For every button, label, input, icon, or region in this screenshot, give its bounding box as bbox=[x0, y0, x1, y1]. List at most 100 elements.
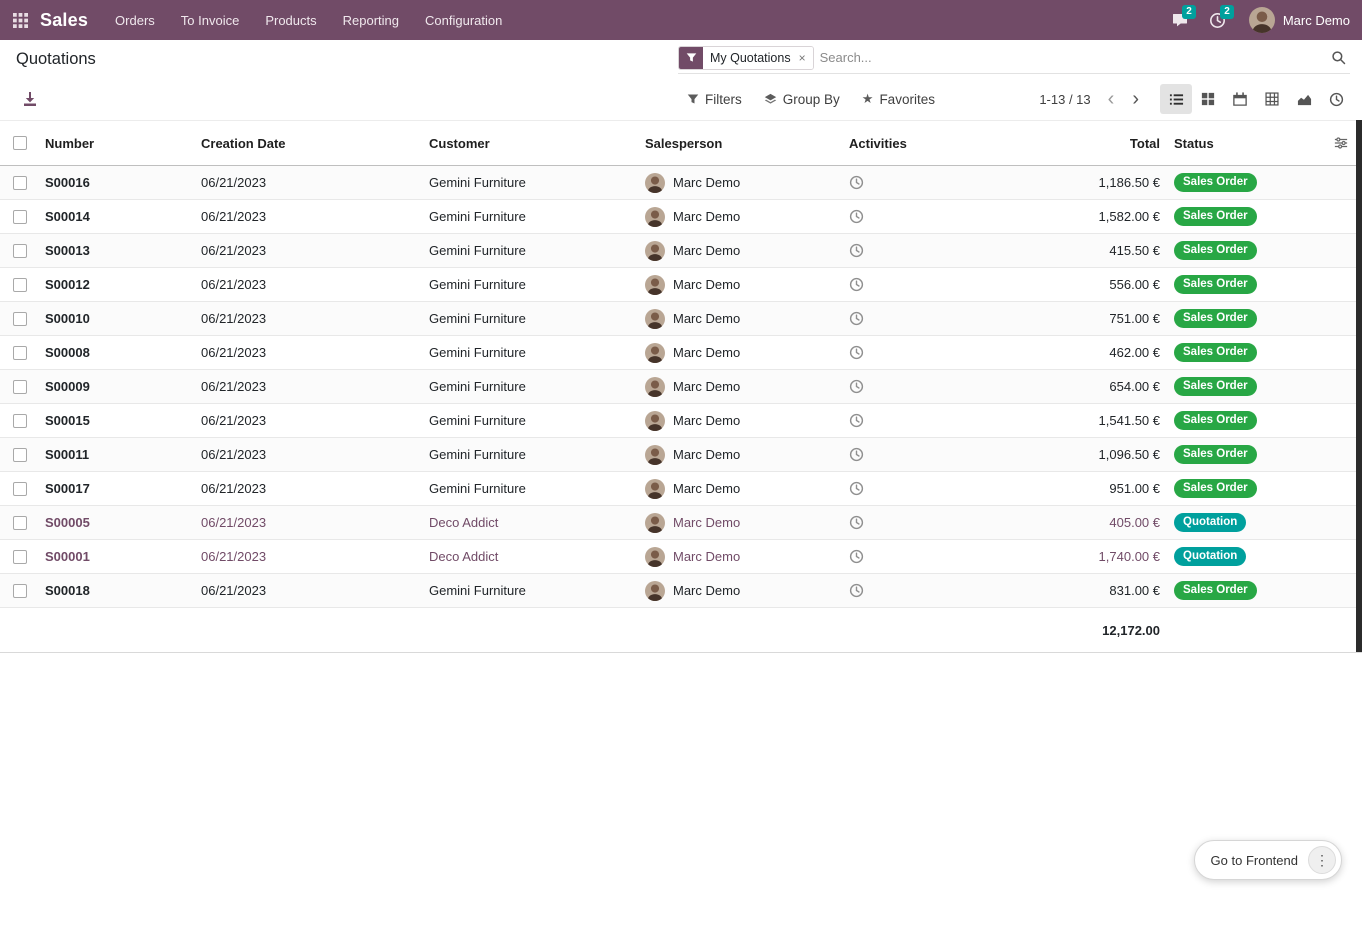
salesperson-avatar bbox=[645, 376, 665, 397]
schedule-activity-clock-icon[interactable] bbox=[849, 345, 864, 360]
calendar-view-icon[interactable] bbox=[1224, 84, 1256, 114]
filters-button[interactable]: Filters bbox=[687, 92, 742, 107]
customer-name: Deco Addict bbox=[429, 515, 499, 530]
order-number: S00011 bbox=[45, 447, 90, 462]
pivot-view-icon[interactable] bbox=[1256, 84, 1288, 114]
kebab-menu-icon[interactable]: ⋮ bbox=[1308, 846, 1336, 874]
schedule-activity-clock-icon[interactable] bbox=[849, 175, 864, 190]
order-total: 1,740.00 € bbox=[1098, 549, 1160, 564]
row-checkbox[interactable] bbox=[12, 447, 27, 462]
vertical-scrollbar[interactable] bbox=[1356, 120, 1362, 652]
salesperson-avatar bbox=[645, 444, 665, 465]
frontend-pill: Go to Frontend ⋮ bbox=[1193, 840, 1342, 880]
table-row[interactable]: S00014 06/21/2023 Gemini Furniture Marc … bbox=[0, 200, 1362, 234]
schedule-activity-clock-icon[interactable] bbox=[849, 481, 864, 496]
schedule-activity-clock-icon[interactable] bbox=[849, 277, 864, 292]
table-row[interactable]: S00018 06/21/2023 Gemini Furniture Marc … bbox=[0, 574, 1362, 608]
table-row[interactable]: S00015 06/21/2023 Gemini Furniture Marc … bbox=[0, 404, 1362, 438]
activity-view-icon[interactable] bbox=[1320, 84, 1352, 114]
kanban-view-icon[interactable] bbox=[1192, 84, 1224, 114]
row-checkbox[interactable] bbox=[12, 311, 27, 326]
select-all-checkbox[interactable] bbox=[12, 136, 27, 150]
schedule-activity-clock-icon[interactable] bbox=[849, 311, 864, 326]
header-activities[interactable]: Activities bbox=[849, 135, 907, 151]
group-by-button[interactable]: Group By bbox=[764, 92, 840, 107]
pager-next-icon[interactable]: › bbox=[1125, 89, 1146, 109]
header-status[interactable]: Status bbox=[1174, 135, 1214, 151]
menu-products[interactable]: Products bbox=[252, 0, 329, 40]
row-checkbox[interactable] bbox=[12, 515, 27, 530]
row-checkbox[interactable] bbox=[12, 481, 27, 496]
search-icon[interactable] bbox=[1331, 50, 1346, 65]
creation-date: 06/21/2023 bbox=[201, 277, 267, 292]
salesperson-cell: Marc Demo bbox=[645, 274, 845, 295]
status-badge: Sales Order bbox=[1174, 275, 1257, 294]
salesperson-cell: Marc Demo bbox=[645, 444, 845, 465]
table-row[interactable]: S00005 06/21/2023 Deco Addict Marc Demo … bbox=[0, 506, 1362, 540]
salesperson-cell: Marc Demo bbox=[645, 580, 845, 601]
table-row[interactable]: S00012 06/21/2023 Gemini Furniture Marc … bbox=[0, 268, 1362, 302]
menu-reporting[interactable]: Reporting bbox=[330, 0, 412, 40]
row-checkbox[interactable] bbox=[12, 243, 27, 258]
table-row[interactable]: S00016 06/21/2023 Gemini Furniture Marc … bbox=[0, 166, 1362, 200]
table-row[interactable]: S00010 06/21/2023 Gemini Furniture Marc … bbox=[0, 302, 1362, 336]
row-checkbox[interactable] bbox=[12, 277, 27, 292]
row-checkbox[interactable] bbox=[12, 175, 27, 190]
salesperson-name: Marc Demo bbox=[673, 243, 741, 258]
row-checkbox[interactable] bbox=[12, 413, 27, 428]
creation-date: 06/21/2023 bbox=[201, 583, 267, 598]
header-total[interactable]: Total bbox=[1129, 135, 1160, 151]
salesperson-name: Marc Demo bbox=[673, 277, 741, 292]
status-badge: Sales Order bbox=[1174, 207, 1257, 226]
schedule-activity-clock-icon[interactable] bbox=[849, 209, 864, 224]
row-checkbox[interactable] bbox=[12, 583, 27, 598]
activities-icon[interactable]: 2 bbox=[1199, 0, 1237, 40]
schedule-activity-clock-icon[interactable] bbox=[849, 447, 864, 462]
header-creation-date[interactable]: Creation Date bbox=[201, 135, 286, 151]
menu-configuration[interactable]: Configuration bbox=[412, 0, 515, 40]
table-row[interactable]: S00001 06/21/2023 Deco Addict Marc Demo … bbox=[0, 540, 1362, 574]
header-salesperson[interactable]: Salesperson bbox=[645, 135, 723, 151]
table-row[interactable]: S00008 06/21/2023 Gemini Furniture Marc … bbox=[0, 336, 1362, 370]
table-row[interactable]: S00013 06/21/2023 Gemini Furniture Marc … bbox=[0, 234, 1362, 268]
schedule-activity-clock-icon[interactable] bbox=[849, 413, 864, 428]
row-checkbox[interactable] bbox=[12, 549, 27, 564]
graph-view-icon[interactable] bbox=[1288, 84, 1320, 114]
order-number: S00016 bbox=[45, 175, 90, 190]
schedule-activity-clock-icon[interactable] bbox=[849, 243, 864, 258]
schedule-activity-clock-icon[interactable] bbox=[849, 549, 864, 564]
salesperson-avatar bbox=[645, 308, 665, 329]
salesperson-name: Marc Demo bbox=[673, 515, 741, 530]
order-number: S00015 bbox=[45, 413, 90, 428]
schedule-activity-clock-icon[interactable] bbox=[849, 583, 864, 598]
row-checkbox[interactable] bbox=[12, 209, 27, 224]
table-row[interactable]: S00017 06/21/2023 Gemini Furniture Marc … bbox=[0, 472, 1362, 506]
table-row[interactable]: S00011 06/21/2023 Gemini Furniture Marc … bbox=[0, 438, 1362, 472]
search-input[interactable] bbox=[819, 50, 1325, 65]
order-total: 831.00 € bbox=[1109, 583, 1160, 598]
row-checkbox[interactable] bbox=[12, 345, 27, 360]
row-checkbox[interactable] bbox=[12, 379, 27, 394]
facet-remove-icon[interactable]: × bbox=[797, 46, 813, 69]
table-header-row: Number Creation Date Customer Salesperso… bbox=[0, 121, 1362, 166]
messages-badge: 2 bbox=[1182, 5, 1196, 19]
pager-previous-icon[interactable]: ‹ bbox=[1101, 89, 1122, 109]
menu-to-invoice[interactable]: To Invoice bbox=[168, 0, 253, 40]
schedule-activity-clock-icon[interactable] bbox=[849, 379, 864, 394]
table-row[interactable]: S00009 06/21/2023 Gemini Furniture Marc … bbox=[0, 370, 1362, 404]
creation-date: 06/21/2023 bbox=[201, 379, 267, 394]
schedule-activity-clock-icon[interactable] bbox=[849, 515, 864, 530]
list-view-icon[interactable] bbox=[1160, 84, 1192, 114]
export-icon[interactable] bbox=[22, 91, 38, 107]
go-to-frontend-button[interactable]: Go to Frontend bbox=[1210, 852, 1298, 868]
optional-columns-icon[interactable] bbox=[1334, 136, 1348, 150]
apps-menu-icon[interactable] bbox=[0, 0, 40, 40]
messages-icon[interactable]: 2 bbox=[1161, 0, 1199, 40]
user-menu[interactable]: Marc Demo bbox=[1237, 7, 1350, 33]
app-name[interactable]: Sales bbox=[40, 9, 89, 30]
favorites-button[interactable]: ★ Favorites bbox=[861, 91, 935, 107]
search-bar[interactable]: My Quotations × bbox=[678, 44, 1350, 74]
header-number[interactable]: Number bbox=[45, 135, 95, 151]
header-customer[interactable]: Customer bbox=[429, 135, 490, 151]
menu-orders[interactable]: Orders bbox=[102, 0, 168, 40]
